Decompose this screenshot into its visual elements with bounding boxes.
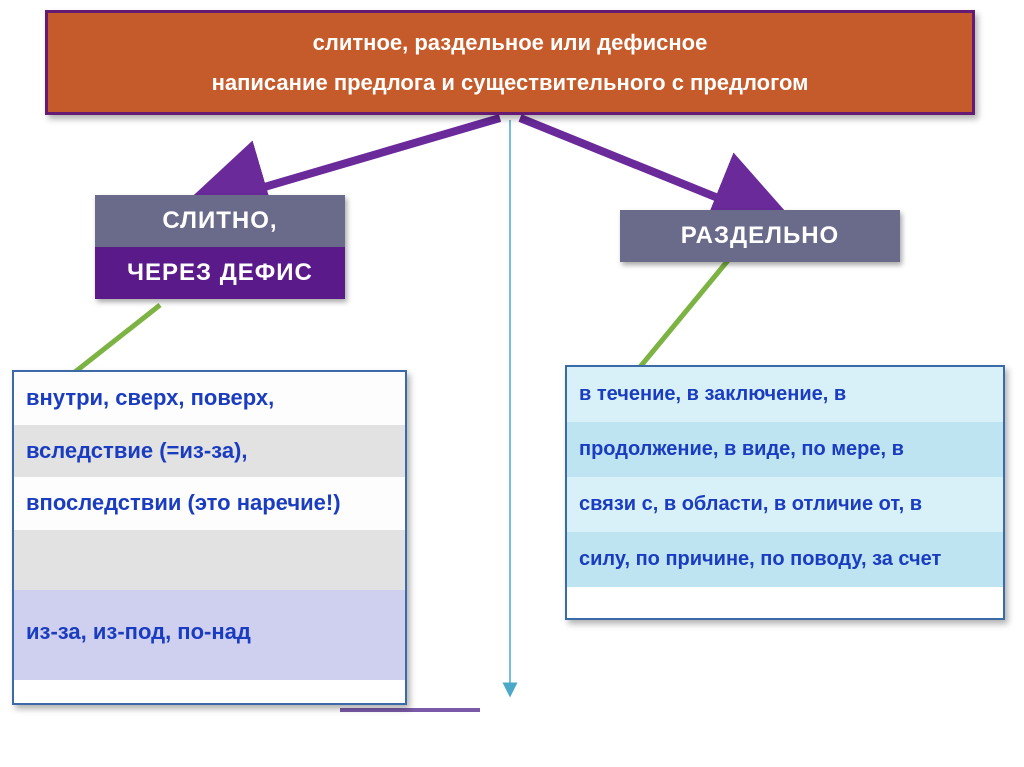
left-label-line1: СЛИТНО, [95, 195, 345, 247]
right-label-line1: РАЗДЕЛЬНО [620, 210, 900, 262]
left-content-box: внутри, сверх, поверх, вследствие (=из-з… [12, 370, 407, 705]
right-content-box: в течение, в заключение, в продолжение, … [565, 365, 1005, 620]
left-row-3: впоследствии (это наречие!) [14, 477, 405, 530]
right-row-4: силу, по причине, по поводу, за счет [567, 532, 1003, 587]
left-category-label: СЛИТНО, ЧЕРЕЗ ДЕФИС [95, 195, 345, 299]
right-category-label: РАЗДЕЛЬНО [620, 210, 900, 262]
right-row-1: в течение, в заключение, в [567, 367, 1003, 422]
header-box: слитное, раздельное или дефисное написан… [45, 10, 975, 115]
header-line-2: написание предлога и существительного с … [212, 63, 809, 103]
right-row-2: продолжение, в виде, по мере, в [567, 422, 1003, 477]
header-line-1: слитное, раздельное или дефисное [313, 23, 708, 63]
left-label-line2: ЧЕРЕЗ ДЕФИС [95, 247, 345, 299]
left-row-4 [14, 530, 405, 590]
right-row-3: связи с, в области, в отличие от, в [567, 477, 1003, 532]
left-row-2: вследствие (=из-за), [14, 425, 405, 478]
left-row-5: из-за, из-под, по-над [14, 590, 405, 680]
left-row-1: внутри, сверх, поверх, [14, 372, 405, 425]
